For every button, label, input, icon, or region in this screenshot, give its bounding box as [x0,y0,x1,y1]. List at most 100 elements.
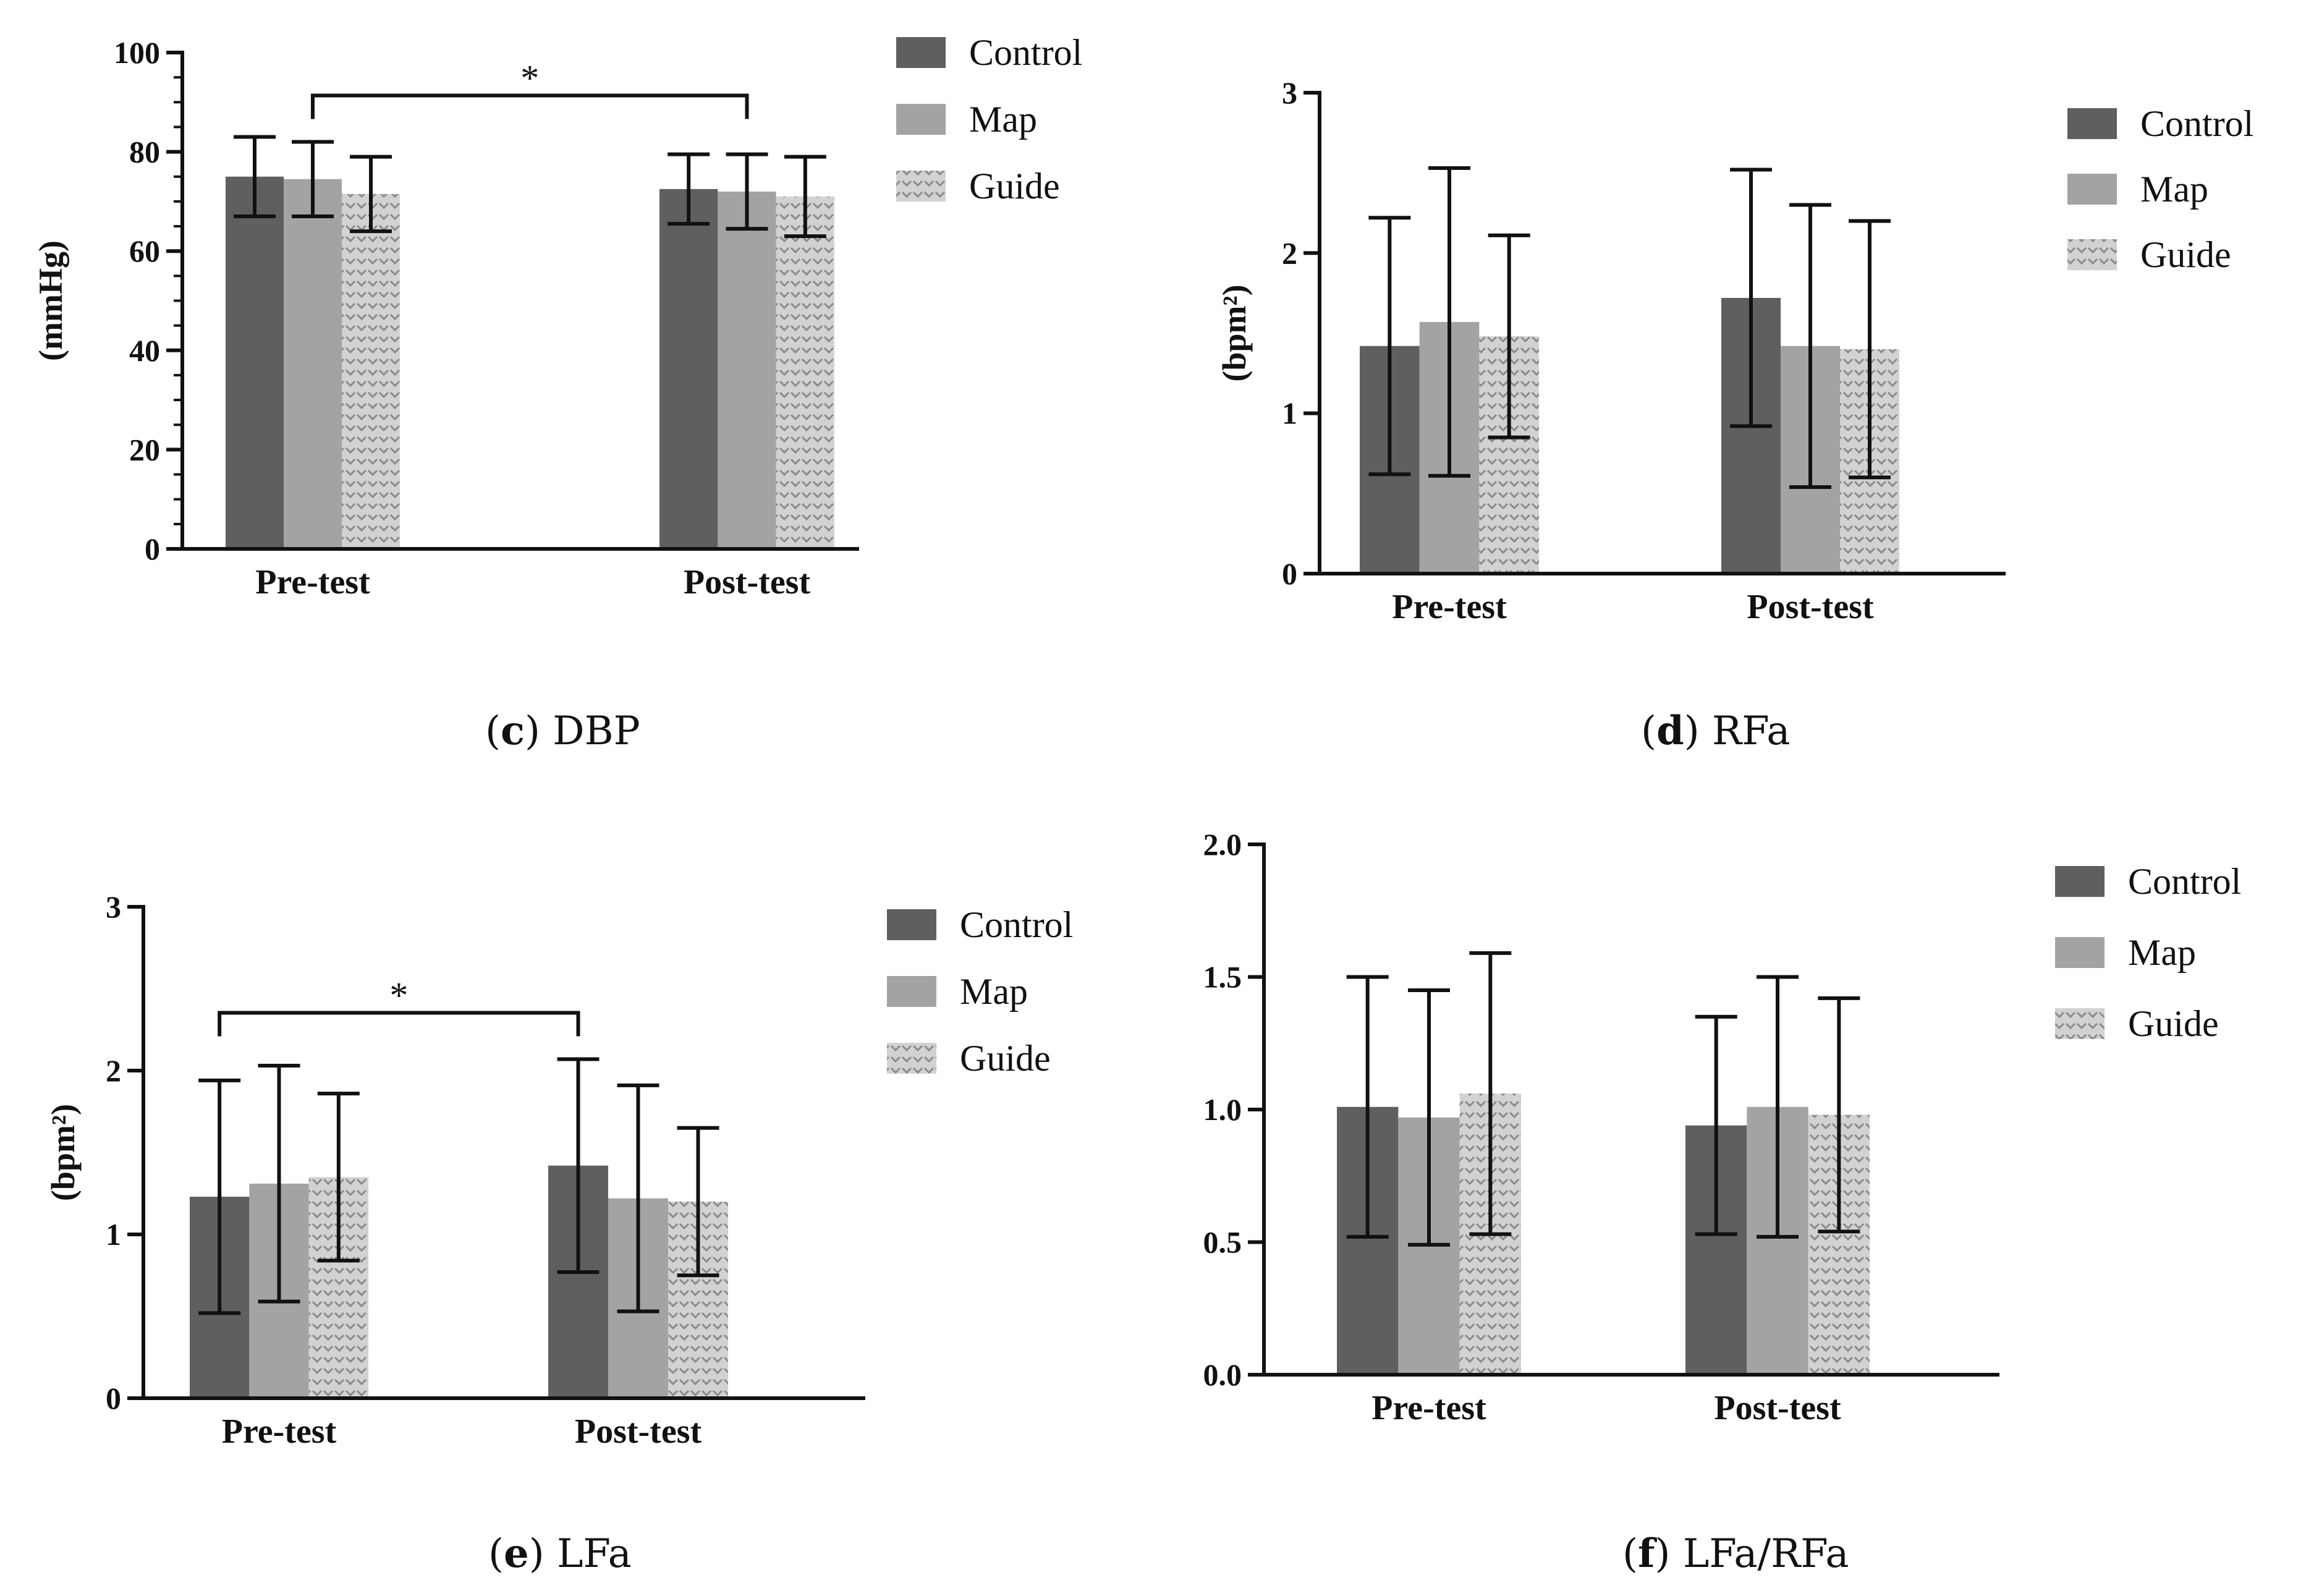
legend-label-guide: Guide [2128,1003,2219,1044]
bar-guide-pre [342,193,400,550]
y-tick-label: 40 [129,333,160,368]
caption-f: (f) LFa/RFa [1622,1530,1849,1577]
bar-map-post [718,191,776,550]
legend-swatch-guide [2055,1008,2105,1039]
error-bar [198,1078,241,1315]
chart-panel-c: Pre-test Post-test 0 20 40 60 80 100 (mmHg) Contr… [0,0,1153,798]
caption-letter: d [1656,708,1684,754]
caption-letter: c [500,708,525,754]
x-tick-label: Post-test [684,563,811,601]
chart-d: Pre-test Post-test 0 1 2 3 (bpm²) Control Map Gui… [1216,75,2253,626]
error-bar [1469,951,1512,1236]
bar-control-post [659,189,718,549]
caption-text: LFa [544,1531,632,1577]
x-tick-label: Pre-test [1392,588,1507,626]
error-bar [1346,975,1389,1239]
error-bar [1408,988,1450,1247]
legend-swatch-map [2055,937,2105,968]
legend-label-control: Control [969,32,1082,73]
y-tick-label: 1 [1282,396,1297,431]
caption-e: (e) LFa [488,1530,632,1577]
error-bar [677,1126,719,1278]
y-tick-label: 0 [1282,556,1297,591]
caption-text: DBP [540,708,640,754]
error-bar [557,1057,600,1274]
error-bar [258,1064,300,1304]
y-axis-label: (bpm²) [45,1104,82,1201]
error-bar [726,152,768,231]
y-tick-label: 0 [106,1381,121,1416]
error-bar [234,135,276,218]
chart-panel-d: Pre-test Post-test 0 1 2 3 (bpm²) Control Map Gui… [1153,0,2306,798]
legend-swatch-guide [887,1043,936,1074]
y-tick-label: 100 [114,35,160,70]
x-tick-label: Pre-test [255,563,370,601]
x-tick-label: Post-test [575,1412,702,1451]
x-tick-label: Pre-test [222,1412,337,1451]
error-bar [1488,233,1530,439]
caption-text: RFa [1699,708,1791,754]
caption-letter: f [1637,1530,1655,1577]
bar-map-pre [284,179,342,549]
bar-guide-post [776,196,834,549]
y-tick-label: 2.0 [1203,827,1242,862]
error-bar [1730,168,1772,428]
legend-label-map: Map [2128,932,2196,973]
legend-label-map: Map [969,99,1037,140]
legend-swatch-guide [896,171,946,202]
caption-letter: e [503,1530,529,1577]
x-tick-label: Post-test [1747,588,1874,626]
error-bar [1695,1014,1737,1236]
y-tick-label: 2 [106,1053,121,1088]
x-tick-label: Post-test [1714,1389,1841,1427]
legend-swatch-map [2067,174,2117,205]
chart-e: Pre-test Post-test 0 1 2 3 (bpm²) Control Map Gui… [45,889,1073,1451]
legend-label-control: Control [2140,103,2253,144]
legend-label-map: Map [960,971,1028,1012]
y-tick-label: 80 [129,135,160,169]
y-tick-label: 0.5 [1203,1225,1242,1260]
legend-swatch-map [887,976,936,1007]
bar-control-pre [226,176,284,549]
y-axis-label: (mmHg) [32,240,69,361]
legend-label-guide: Guide [960,1038,1051,1079]
legend-swatch-control [2067,108,2117,139]
legend-swatch-control [896,37,946,68]
error-bar [1849,219,1891,480]
y-axis-label: (bpm²) [1216,284,1253,381]
y-tick-label: 3 [1282,75,1297,110]
significance-star: * [520,58,539,99]
significance-bracket-line [218,1011,580,1037]
caption-d: (d) RFa [1641,708,1791,754]
error-bar [317,1092,360,1263]
legend-label-control: Control [960,904,1073,945]
legend-swatch-map [896,104,946,135]
legend-swatch-control [2055,866,2105,897]
legend-label-map: Map [2140,169,2208,210]
y-tick-label: 60 [129,234,160,268]
y-tick-label: 20 [129,432,160,467]
y-tick-label: 3 [106,889,121,924]
significance-star: * [389,975,408,1016]
error-bar [668,152,710,226]
legend-label-control: Control [2128,861,2241,902]
error-bar [617,1083,659,1314]
significance-bracket [218,1011,580,1037]
y-tick-label: 1.5 [1203,960,1242,995]
significance-bracket-line [311,93,749,119]
legend-swatch-control [887,909,936,940]
y-tick-label: 0 [145,532,160,566]
chart-c: Pre-test Post-test 0 20 40 60 80 100 (mmHg) Contr… [32,32,1082,601]
error-bar [292,140,334,218]
error-bar [350,155,392,234]
error-bar [1818,996,1860,1234]
y-tick-label: 0.0 [1203,1357,1242,1392]
significance-bracket [311,93,749,119]
x-tick-label: Pre-test [1371,1389,1486,1427]
legend-swatch-guide [2067,239,2117,270]
error-bar [1428,166,1470,478]
chart-panel-e: Pre-test Post-test 0 1 2 3 (bpm²) Control Map Gui… [0,798,1153,1596]
y-tick-label: 1.0 [1203,1092,1242,1127]
caption-c: (c) DBP [485,708,640,754]
